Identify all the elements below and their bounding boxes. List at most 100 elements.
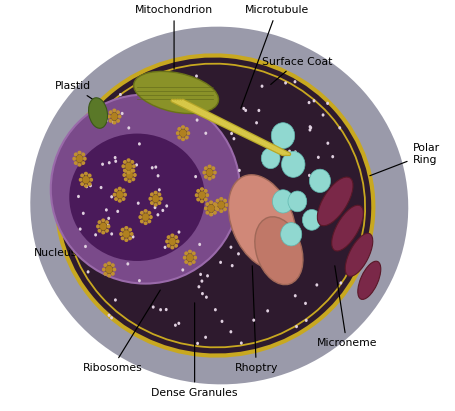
Text: Nucleus: Nucleus [34,232,90,258]
Ellipse shape [77,195,80,198]
Ellipse shape [85,185,88,188]
Ellipse shape [152,194,159,203]
Ellipse shape [206,193,209,197]
Ellipse shape [258,109,260,112]
Ellipse shape [74,161,78,165]
Ellipse shape [157,192,162,196]
Ellipse shape [340,190,343,194]
Ellipse shape [109,110,112,114]
Ellipse shape [130,232,133,236]
Ellipse shape [186,254,194,262]
Ellipse shape [292,166,295,169]
Ellipse shape [308,174,311,177]
Ellipse shape [271,262,274,265]
Ellipse shape [240,342,243,345]
Ellipse shape [197,285,200,289]
Ellipse shape [116,110,120,114]
Ellipse shape [106,266,113,274]
Ellipse shape [293,227,295,230]
Ellipse shape [154,203,158,207]
Ellipse shape [219,197,223,201]
Ellipse shape [204,166,208,170]
Ellipse shape [204,189,207,193]
Ellipse shape [116,119,120,123]
Ellipse shape [214,203,218,207]
Ellipse shape [154,206,157,209]
Ellipse shape [185,127,189,131]
Ellipse shape [229,245,233,249]
Ellipse shape [187,131,190,135]
Ellipse shape [96,224,100,229]
Text: Microtubule: Microtubule [241,5,309,109]
Ellipse shape [109,119,112,123]
Ellipse shape [170,233,174,237]
Ellipse shape [266,239,268,242]
Ellipse shape [103,263,107,267]
Ellipse shape [124,169,128,173]
Ellipse shape [123,169,127,173]
Ellipse shape [294,171,297,174]
Ellipse shape [221,320,223,323]
Ellipse shape [112,120,115,124]
Ellipse shape [111,263,115,267]
Ellipse shape [131,169,135,173]
Ellipse shape [107,261,111,265]
Ellipse shape [80,173,84,178]
Ellipse shape [303,210,321,230]
Ellipse shape [252,319,255,322]
Ellipse shape [118,199,122,203]
Text: Mitochondrion: Mitochondrion [135,5,213,69]
Ellipse shape [177,127,181,131]
Ellipse shape [194,175,197,178]
Ellipse shape [266,309,269,312]
Ellipse shape [76,155,83,163]
Ellipse shape [204,132,207,135]
Ellipse shape [210,212,213,216]
Ellipse shape [332,205,364,251]
Text: Microneme: Microneme [316,266,377,348]
Ellipse shape [201,292,204,295]
Text: Surface Coat: Surface Coat [262,57,333,85]
Ellipse shape [315,283,318,286]
Ellipse shape [322,113,324,117]
Ellipse shape [126,171,133,179]
Ellipse shape [97,220,101,224]
Ellipse shape [83,157,87,161]
Ellipse shape [174,244,178,248]
Ellipse shape [205,296,208,299]
Ellipse shape [121,197,126,201]
Ellipse shape [196,198,200,201]
Ellipse shape [205,211,209,215]
Ellipse shape [167,244,171,248]
Ellipse shape [177,231,181,234]
Ellipse shape [147,219,152,224]
Ellipse shape [147,211,152,215]
Ellipse shape [114,159,117,163]
Ellipse shape [204,336,207,339]
Ellipse shape [143,209,147,213]
Ellipse shape [132,164,136,169]
Ellipse shape [204,206,207,210]
Ellipse shape [326,102,329,105]
Ellipse shape [207,164,212,168]
Ellipse shape [159,308,162,312]
Ellipse shape [185,136,189,139]
Ellipse shape [308,125,312,128]
Ellipse shape [151,166,154,169]
Ellipse shape [261,236,264,239]
Ellipse shape [114,298,117,302]
Ellipse shape [202,171,206,175]
Ellipse shape [159,196,163,201]
Ellipse shape [195,193,198,197]
Ellipse shape [101,163,104,166]
Ellipse shape [143,90,147,93]
Ellipse shape [105,119,108,122]
Ellipse shape [84,245,87,248]
Ellipse shape [86,270,90,273]
Ellipse shape [279,136,282,139]
Text: Plastid: Plastid [55,81,102,105]
Ellipse shape [317,156,320,159]
Ellipse shape [271,122,295,148]
Ellipse shape [176,239,180,243]
Ellipse shape [94,233,97,236]
